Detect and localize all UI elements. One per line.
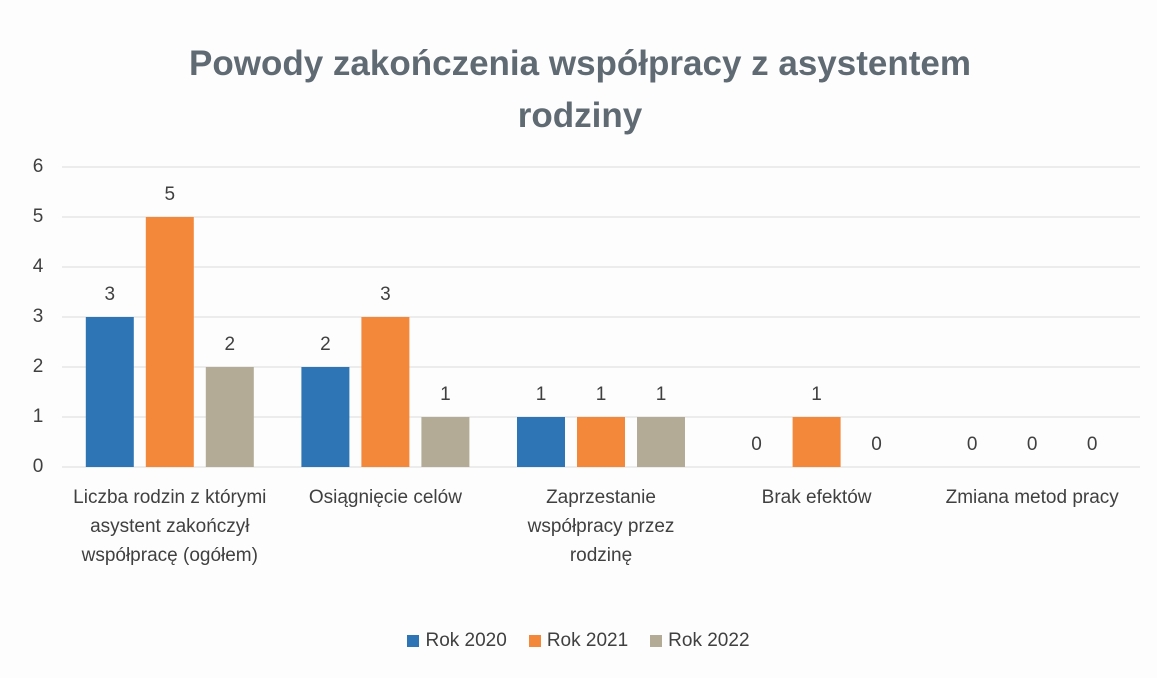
legend-item: Rok 2022 [650,630,750,652]
data-label: 2 [320,334,331,355]
bar [517,417,565,467]
bar [301,367,350,467]
x-tick-label: Brak efektów [761,487,872,508]
data-label: 2 [225,334,236,355]
x-tick-label: Zmiana metod pracy [945,487,1119,508]
x-tick-label: Zaprzestanie współpracy przez rodzinę [527,487,675,566]
data-label: 0 [967,434,978,455]
bar [637,417,685,467]
data-label: 3 [380,284,391,305]
data-label: 1 [656,384,667,405]
x-tick-label: Liczba rodzin z którymi asystent zakończ… [73,487,267,566]
bar [85,317,134,467]
data-label: 5 [165,184,176,205]
legend-label: Rok 2020 [425,630,507,651]
bar [145,217,194,467]
y-tick-label: 5 [33,206,44,227]
legend: Rok 2020 Rok 2021 Rok 2022 [0,630,1157,652]
legend-label: Rok 2021 [546,630,629,651]
chart-title: Powody zakończenia współpracy z asystent… [189,44,971,135]
x-tick-label: Osiągnięcie celów [308,487,462,508]
y-tick-label: 0 [33,456,44,477]
data-label: 1 [811,384,822,405]
legend-swatch [407,635,420,647]
legend-item: Rok 2021 [528,630,629,652]
legend-item: Rok 2020 [407,630,507,652]
data-label: 0 [1027,434,1038,455]
bar [421,417,470,467]
data-label: 0 [871,434,882,455]
data-label: 3 [105,284,116,305]
data-label: 1 [440,384,451,405]
legend-swatch [650,635,663,647]
y-tick-label: 2 [33,356,44,377]
bar [792,417,841,467]
data-label: 0 [1087,434,1098,455]
y-tick-label: 6 [33,156,44,177]
data-label: 1 [596,384,607,405]
legend-swatch [528,635,541,647]
bar [577,417,625,467]
y-tick-label: 4 [33,256,44,277]
bar [361,317,410,467]
bar [205,367,254,467]
y-tick-label: 1 [33,406,44,427]
data-label: 1 [536,384,547,405]
legend-label: Rok 2022 [668,630,750,651]
data-label: 0 [751,434,762,455]
y-tick-label: 3 [33,306,44,327]
